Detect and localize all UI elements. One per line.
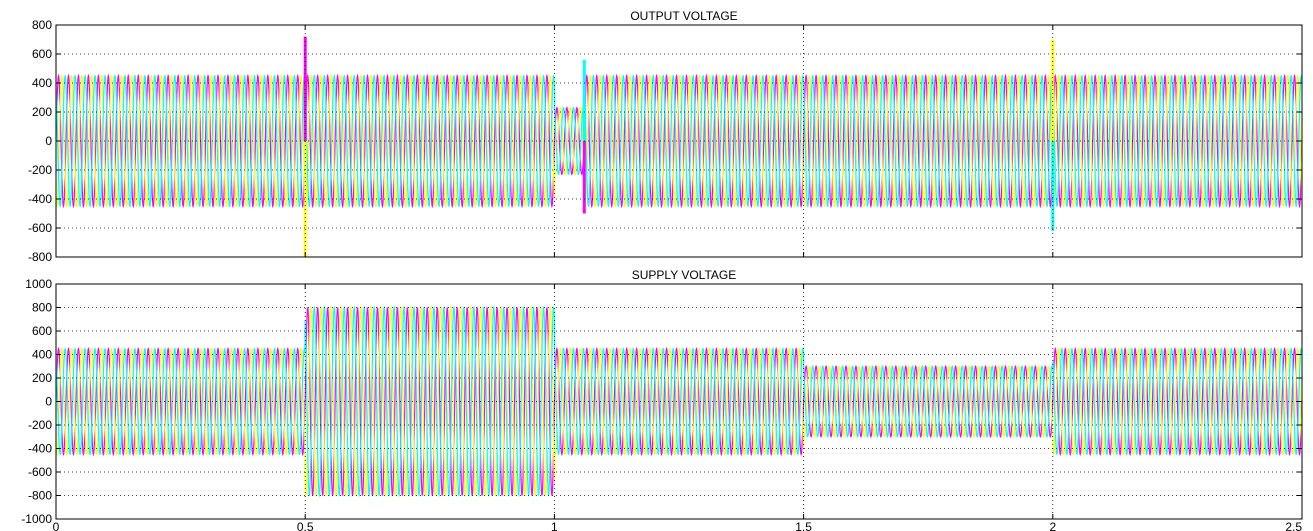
phase-a-line bbox=[56, 307, 1302, 496]
y-tick-label: 800 bbox=[32, 301, 52, 315]
x-tick-label: 0 bbox=[53, 520, 60, 531]
x-tick-label: 2.5 bbox=[1285, 520, 1302, 531]
grid-group bbox=[56, 25, 1302, 257]
x-tick-label: 0.5 bbox=[297, 520, 314, 531]
y-tick-label: 600 bbox=[32, 47, 52, 61]
output-voltage-title: OUTPUT VOLTAGE bbox=[630, 9, 737, 23]
y-tick-label: -800 bbox=[28, 489, 52, 503]
supply-voltage-chart: SUPPLY VOLTAGE -1000-800-600-400-2000200… bbox=[21, 268, 1303, 531]
x-tick-label: 1 bbox=[551, 520, 558, 531]
phase-b-line bbox=[56, 74, 1302, 208]
y-tick-label: -600 bbox=[28, 465, 52, 479]
y-tick-label: 400 bbox=[32, 348, 52, 362]
y-tick-label: -400 bbox=[28, 192, 52, 206]
y-tick-label: -200 bbox=[28, 163, 52, 177]
y-tick-label: 600 bbox=[32, 324, 52, 338]
y-tick-label: 800 bbox=[32, 18, 52, 32]
y-tick-label: 200 bbox=[32, 371, 52, 385]
y-tick-label: -600 bbox=[28, 221, 52, 235]
y-tick-label: 0 bbox=[45, 134, 52, 148]
x-tick-label: 2 bbox=[1049, 520, 1056, 531]
waveform-group bbox=[56, 305, 1302, 498]
y-tick-label: 0 bbox=[45, 395, 52, 409]
phase-c-line bbox=[56, 74, 1302, 208]
supply-voltage-title: SUPPLY VOLTAGE bbox=[632, 268, 736, 282]
phase-a-line bbox=[56, 73, 1302, 209]
waveform-group bbox=[56, 36, 1302, 257]
x-tick-label: 1.5 bbox=[795, 520, 812, 531]
phase-b-line bbox=[56, 305, 1302, 498]
y-tick-label: 400 bbox=[32, 76, 52, 90]
y-tick-label: 200 bbox=[32, 105, 52, 119]
y-tick-label: 1000 bbox=[25, 277, 52, 291]
y-tick-label: -1000 bbox=[21, 512, 52, 526]
y-tick-label: -400 bbox=[28, 442, 52, 456]
y-tick-label: -200 bbox=[28, 418, 52, 432]
phase-c-line bbox=[56, 305, 1302, 498]
output-voltage-chart: OUTPUT VOLTAGE -800 -600 -400 -200 0 200 400 60… bbox=[28, 9, 1303, 264]
y-tick-label: -800 bbox=[28, 250, 52, 264]
